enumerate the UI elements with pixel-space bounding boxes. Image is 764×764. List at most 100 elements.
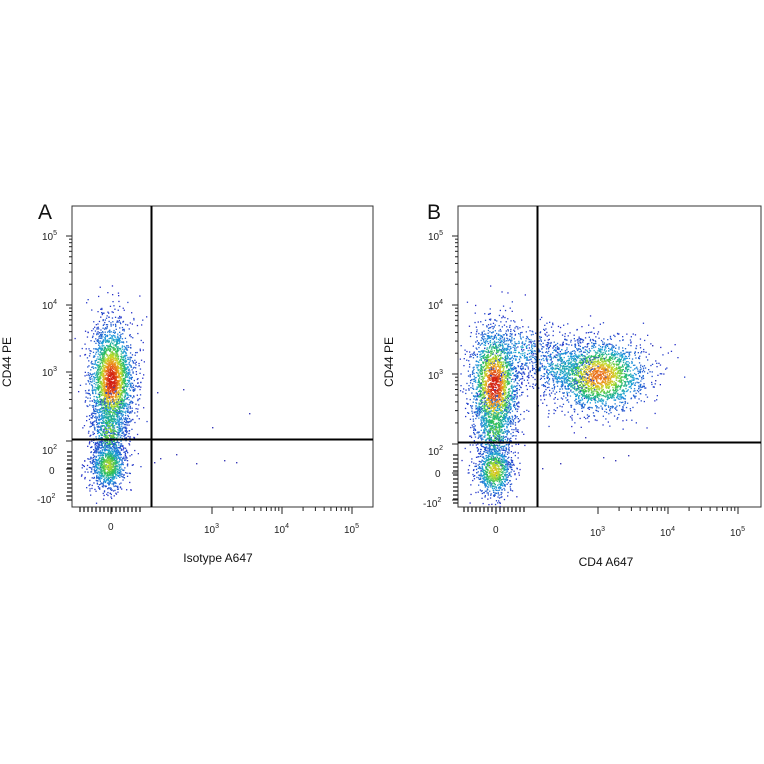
event-dot — [116, 406, 118, 408]
event-dot — [102, 432, 104, 434]
event-dot — [99, 426, 101, 428]
event-dot — [117, 456, 119, 458]
event-dot — [109, 400, 112, 402]
event-dot — [105, 424, 107, 426]
event-dot — [97, 445, 99, 447]
event-dot — [102, 484, 104, 486]
event-dot — [131, 410, 133, 412]
event-dot — [511, 391, 513, 393]
event-dot — [106, 372, 108, 374]
event-dot — [99, 345, 101, 347]
event-dot — [471, 424, 473, 426]
event-dot — [118, 340, 120, 342]
event-dot — [106, 458, 108, 460]
event-dot — [114, 356, 116, 358]
event-dot — [110, 335, 113, 337]
event-dot — [127, 406, 129, 408]
event-dot — [126, 341, 128, 343]
event-dot — [95, 338, 97, 340]
event-dot — [103, 400, 105, 402]
event-dot — [123, 447, 125, 449]
event-dot — [129, 405, 131, 408]
event-dot — [96, 340, 99, 342]
event-dot — [505, 436, 508, 438]
event-dot — [499, 434, 501, 437]
event-dot — [99, 441, 101, 443]
event-dot — [490, 408, 492, 410]
event-dot — [89, 394, 91, 396]
event-dot — [97, 409, 99, 411]
event-dot — [115, 408, 118, 411]
event-dot — [112, 412, 114, 414]
event-dot — [101, 345, 104, 347]
event-dot — [116, 336, 119, 338]
event-dot — [107, 434, 110, 437]
event-dot — [99, 395, 101, 397]
event-dot — [115, 382, 117, 384]
event-dot — [93, 356, 96, 358]
event-dot — [119, 402, 121, 404]
event-dot — [103, 407, 106, 409]
event-dot — [90, 375, 93, 378]
event-dot — [95, 463, 97, 465]
event-dot — [103, 422, 105, 424]
event-dot — [108, 330, 110, 332]
event-dot — [110, 430, 112, 432]
event-dot — [111, 388, 113, 390]
event-dot — [110, 382, 112, 384]
event-dot — [123, 351, 125, 353]
event-dot — [98, 391, 101, 394]
event-dot — [98, 344, 100, 346]
event-dot — [102, 391, 104, 393]
event-dot — [513, 385, 515, 387]
event-dot — [99, 369, 101, 371]
event-dot — [129, 436, 131, 438]
event-dot — [94, 470, 96, 473]
event-dot — [119, 405, 121, 408]
event-dot — [95, 404, 97, 407]
panel-a: A 105 104 103 102 0 -102 0 — [0, 201, 374, 565]
event-dot — [115, 371, 117, 373]
event-dot — [119, 380, 121, 382]
event-dot — [116, 387, 118, 389]
event-dot — [111, 442, 113, 444]
event-dot — [511, 310, 513, 312]
event-dot — [118, 369, 120, 371]
event-dot — [128, 361, 130, 364]
event-dot — [106, 449, 108, 451]
event-dot — [99, 354, 101, 356]
event-dot — [87, 397, 89, 399]
event-dot — [116, 370, 118, 372]
event-dot — [108, 418, 110, 421]
event-dot — [107, 443, 109, 446]
event-dot — [110, 360, 112, 362]
event-dot — [88, 441, 91, 444]
event-dot — [109, 337, 111, 339]
event-dot — [128, 412, 131, 414]
event-dot — [484, 338, 486, 340]
event-dot — [110, 431, 112, 433]
event-dot — [103, 409, 105, 411]
event-dot — [499, 371, 502, 373]
event-dot — [112, 363, 114, 365]
event-dot — [481, 439, 483, 441]
event-dot — [111, 466, 114, 468]
event-dot — [127, 415, 130, 418]
event-dot — [500, 392, 502, 395]
event-dot — [115, 445, 117, 447]
event-dot — [103, 432, 106, 434]
event-dot — [102, 373, 105, 375]
event-dot — [125, 385, 127, 387]
event-dot — [125, 384, 127, 386]
event-dot — [123, 392, 125, 394]
event-dot — [120, 482, 122, 484]
event-dot — [513, 381, 515, 383]
event-dot — [109, 349, 111, 351]
event-dot — [122, 391, 124, 393]
event-dot — [86, 374, 88, 376]
event-dot — [124, 423, 126, 426]
event-dot — [92, 415, 94, 417]
event-dot — [119, 327, 121, 329]
event-dot — [107, 382, 109, 385]
event-dot — [100, 440, 102, 443]
